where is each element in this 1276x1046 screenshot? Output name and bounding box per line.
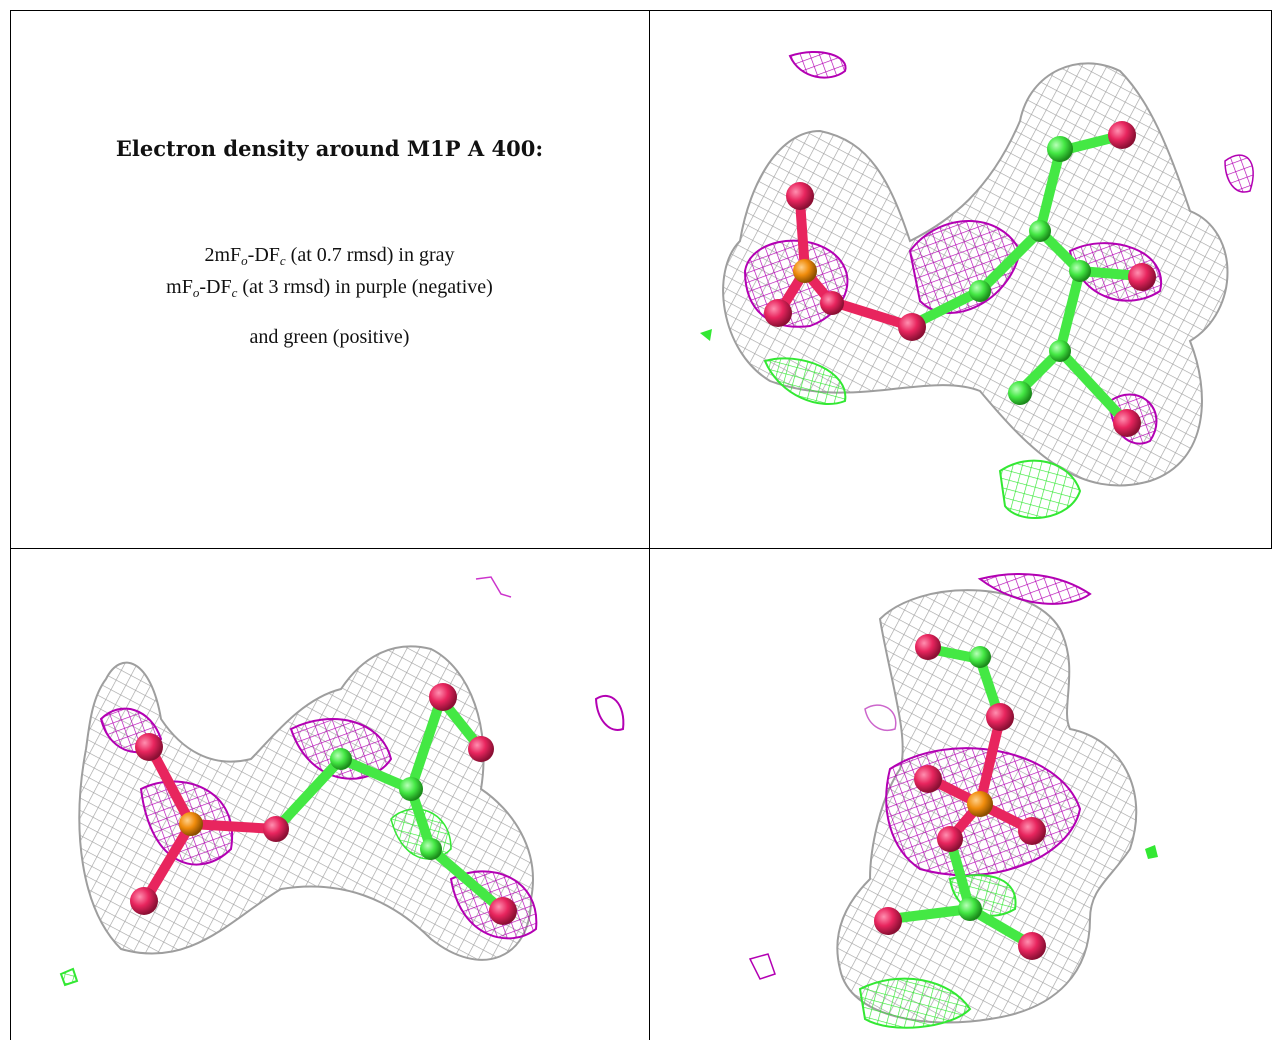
molecule-atoms [130, 683, 517, 925]
table-border-left [10, 10, 11, 1040]
density-view-bottom-left [11, 549, 649, 1040]
caption-cell: Electron density around M1P A 400: 2mFo-… [10, 10, 649, 548]
table-border-right [1271, 10, 1272, 548]
caption-line-fofc: mFo-DFc (at 3 rmsd) in purple (negative) [166, 276, 493, 300]
table-row-divider [10, 548, 1272, 549]
electron-density-map-view-icon [748, 573, 1158, 1029]
molecule-atoms [764, 121, 1156, 437]
molecule-atoms [874, 634, 1046, 960]
caption-line-2fofc: 2mFo-DFc (at 0.7 rmsd) in gray [204, 244, 455, 268]
electron-density-map-view-icon [700, 51, 1254, 519]
density-view-top-right [650, 11, 1271, 548]
green-mesh [700, 329, 1082, 519]
caption-line-colors: and green (positive) [249, 326, 410, 348]
table-border-top [10, 10, 1272, 11]
figure-table: Electron density around M1P A 400: 2mFo-… [10, 10, 1272, 1040]
density-view-bottom-right [650, 549, 1271, 1040]
electron-density-map-view-icon [59, 576, 625, 987]
caption-title: Electron density around M1P A 400: [115, 136, 544, 161]
table-column-divider [649, 10, 650, 1040]
